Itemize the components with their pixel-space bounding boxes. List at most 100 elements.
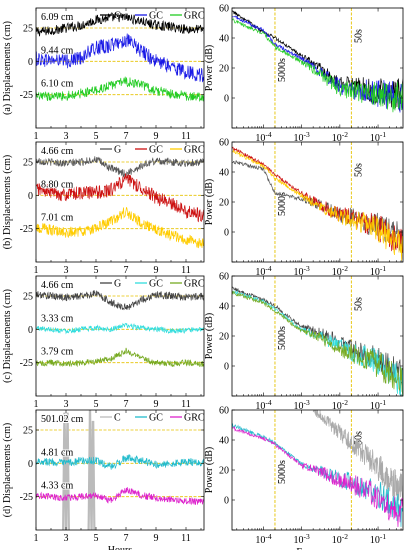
y-tick-label: 0 [28, 459, 33, 470]
series-line-gc [36, 33, 204, 83]
legend-item-c: C [100, 413, 121, 424]
plot-frame [35, 409, 205, 531]
legend-label: C [114, 413, 121, 424]
x-tick-label: 10-2 [332, 130, 348, 144]
legend-label: GRC [184, 413, 205, 424]
legend-item-grc: GRC [170, 279, 205, 290]
y-axis-label: (a) Displacements (cm) [2, 21, 13, 115]
legend-label: GC [149, 11, 163, 22]
plot-frame [35, 7, 205, 129]
x-tick-label: 10-4 [255, 398, 271, 412]
legend-label: G [114, 279, 121, 290]
period-marker-label: 50s [353, 29, 364, 43]
y-tick-label: 0 [28, 325, 33, 336]
x-tick-label: 7 [124, 265, 129, 276]
period-marker-label: 5000s [277, 326, 288, 350]
y-tick-label: 20 [219, 198, 229, 209]
legend-label: GC [149, 413, 163, 424]
y-tick-label: 40 [219, 168, 229, 179]
x-tick-label: 10-3 [294, 130, 310, 144]
x-tick-label: 7 [124, 533, 129, 544]
spectrum-panel-c-right: 5000s 50s 0 20 40 60 10-4 10-3 10-2 10-1 Power (dB… [204, 272, 404, 412]
series-line-g [36, 289, 204, 311]
legend-item-gc: GC [135, 145, 163, 156]
y-tick-label: 60 [219, 272, 229, 283]
plot-frame [231, 409, 404, 531]
x-tick-label: 9 [154, 131, 159, 142]
x-tick-label: 5 [94, 265, 99, 276]
spectrum-line-c [312, 410, 403, 502]
y-tick-label: 0 [28, 191, 33, 202]
std-annotation: 6.09 cm [41, 12, 73, 23]
spectrum-line-g [232, 160, 403, 251]
plot-frame [35, 275, 205, 397]
displacement-panel-c-left: 1 3 5 7 9 11 -25 0 25 (c) Displacements (cm) G GC GR… [2, 275, 205, 410]
std-annotation: 4.81 cm [41, 447, 73, 458]
legend-item-g: G [100, 145, 121, 156]
period-marker-label: 50s [353, 163, 364, 177]
x-tick-label: 10-1 [370, 264, 386, 278]
y-axis-label: Power (dB) [204, 447, 215, 493]
x-tick-label: 5 [94, 131, 99, 142]
y-tick-label: 20 [219, 332, 229, 343]
x-tick-label: 3 [64, 533, 69, 544]
spectrum-line-gc [232, 289, 403, 396]
spectrum-line-grc [232, 149, 403, 261]
legend-label: G [114, 11, 121, 22]
y-tick-label: 40 [219, 302, 229, 313]
x-tick-label: 10-1 [370, 398, 386, 412]
series-line-g [36, 156, 204, 178]
series-line-grc [36, 206, 204, 249]
x-tick-label: 10-3 [294, 264, 310, 278]
plot-frame [35, 141, 205, 263]
x-tick-label: 5 [94, 533, 99, 544]
displacement-panel-a-left: 1 3 5 7 9 11 -25 0 25 (a) Displacements (cm) G GC GR… [2, 7, 205, 142]
y-tick-label: 0 [28, 57, 33, 68]
x-tick-label: 10-4 [255, 130, 271, 144]
y-tick-label: 0 [224, 362, 229, 373]
legend-label: GC [149, 145, 163, 156]
x-tick-label: 11 [181, 399, 191, 410]
x-tick-label: 7 [124, 399, 129, 410]
legend-item-g: G [100, 279, 121, 290]
legend-item-grc: GRC [170, 145, 205, 156]
y-tick-label: 25 [23, 24, 33, 35]
y-tick-label: 60 [219, 406, 229, 417]
y-tick-label: -25 [20, 224, 33, 235]
y-axis-label: (c) Displacements (cm) [2, 289, 13, 383]
legend-label: GRC [184, 145, 205, 156]
std-annotation: 4.33 cm [41, 481, 73, 492]
y-axis-label: (b) Displacements (cm) [2, 155, 13, 249]
period-marker-label: 5000s [277, 460, 288, 484]
std-annotation: 9.44 cm [41, 45, 73, 56]
std-annotation: 6.10 cm [41, 79, 73, 90]
spectrum-panel-a-right: 5000s 50s 0 20 40 60 10-4 10-3 10-2 10-1 Power (dB… [204, 4, 404, 144]
legend-label: GRC [184, 279, 205, 290]
x-tick-label: 9 [154, 399, 159, 410]
y-axis-label: Power (dB) [204, 179, 215, 225]
x-tick-label: 10-4 [255, 264, 271, 278]
std-annotation: 3.33 cm [41, 313, 73, 324]
x-tick-label: 11 [181, 131, 191, 142]
legend-item-gc: GC [135, 279, 163, 290]
period-marker-label: 5000s [277, 192, 288, 216]
series-line-grc [36, 76, 204, 102]
y-tick-label: 0 [224, 94, 229, 105]
y-tick-label: 40 [219, 436, 229, 447]
y-tick-label: 20 [219, 64, 229, 75]
x-tick-label: 7 [124, 131, 129, 142]
x-tick-label: 10-2 [332, 264, 348, 278]
y-tick-label: 60 [219, 138, 229, 149]
spectrum-line-grc [232, 18, 403, 113]
x-tick-label: 1 [34, 533, 39, 544]
y-axis-label: (d) Displacements (cm) [2, 423, 13, 517]
y-tick-label: 40 [219, 34, 229, 45]
series-line-grc [36, 347, 204, 368]
series-line-c [61, 410, 96, 530]
x-tick-label: 11 [181, 265, 191, 276]
x-tick-label: 10-2 [332, 532, 348, 546]
legend-item-gc: GC [135, 413, 163, 424]
legend-label: GRC [184, 11, 205, 22]
x-tick-label: 10-1 [370, 130, 386, 144]
series-line-gc [36, 454, 204, 470]
